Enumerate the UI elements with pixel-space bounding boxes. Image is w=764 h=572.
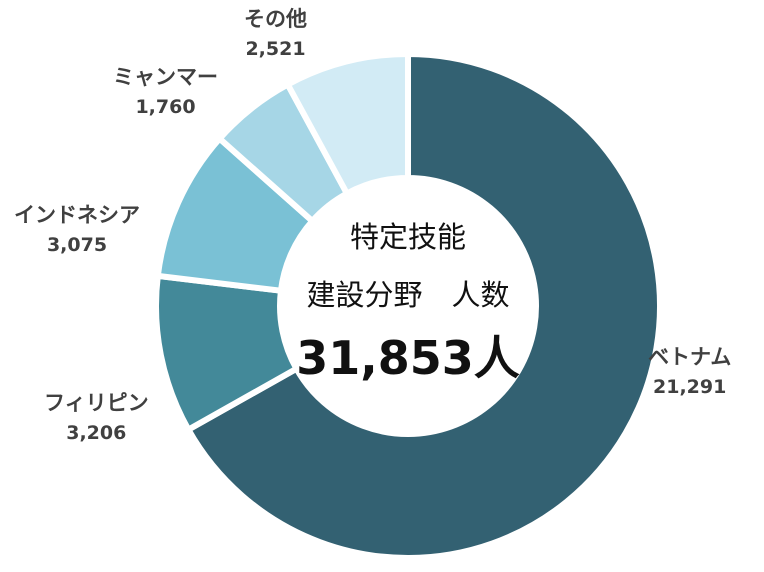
slice-label-myanmar: ミャンマー 1,760 [113, 64, 218, 120]
slice-label-indonesia: インドネシア 3,075 [14, 202, 140, 258]
slice-label-value: 2,521 [245, 38, 306, 60]
slice-label-vietnam: ベトナム 21,291 [648, 344, 731, 400]
slice-vietnam [184, 50, 663, 561]
slice-other [283, 50, 411, 198]
slice-label-value: 21,291 [653, 376, 727, 398]
slice-label-name: インドネシア [14, 203, 140, 227]
slice-label-philippines: フィリピン 3,206 [44, 390, 149, 446]
slice-label-value: 3,075 [46, 234, 108, 256]
slice-label-name: ベトナム [648, 345, 732, 369]
slice-label-value: 1,760 [135, 96, 196, 118]
slice-label-name: フィリピン [44, 391, 149, 415]
slice-label-other: その他 2,521 [244, 6, 307, 62]
slice-label-name: その他 [244, 7, 307, 31]
slice-label-value: 3,206 [66, 422, 127, 444]
slice-label-name: ミャンマー [113, 65, 218, 89]
